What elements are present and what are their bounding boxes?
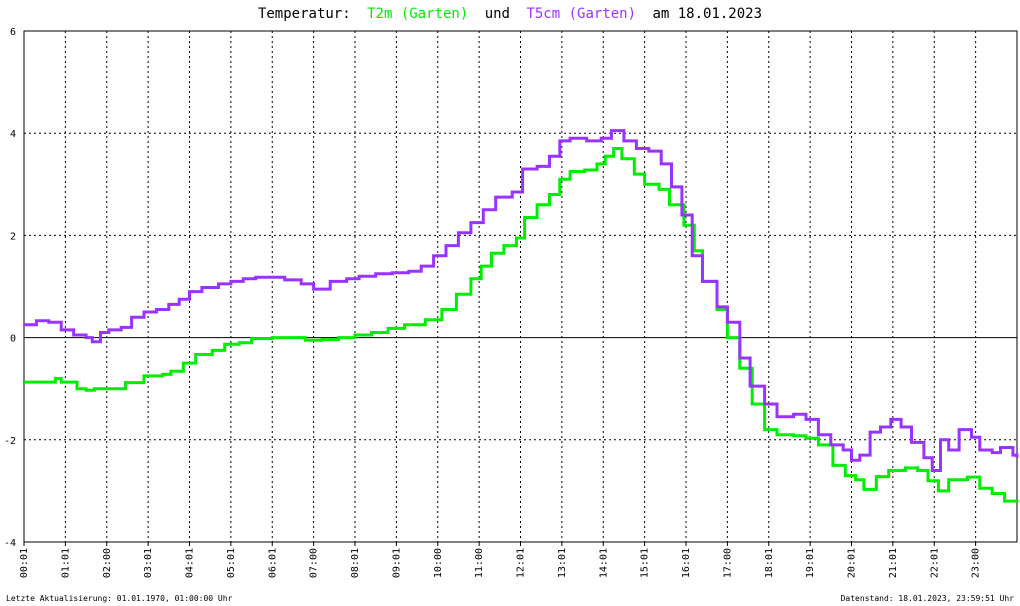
x-tick-label: 05:01 <box>226 548 237 578</box>
x-tick-label: 20:01 <box>847 548 858 578</box>
y-tick-label: -4 <box>4 538 16 549</box>
x-tick-label: 15:01 <box>640 548 651 578</box>
footer-data-status: Datenstand: 18.01.2023, 23:59:51 Uhr <box>841 594 1015 603</box>
x-tick-label: 19:01 <box>805 548 816 578</box>
x-tick-label: 02:00 <box>102 548 113 578</box>
title-prefix: Temperatur: <box>258 6 351 22</box>
y-tick-label: 0 <box>10 334 16 345</box>
plot-frame <box>23 30 1018 543</box>
title-date: am 18.01.2023 <box>652 6 762 22</box>
title-series2-label: T5cm (Garten) <box>526 6 636 22</box>
y-tick-label: 2 <box>10 231 16 242</box>
series-line-t2m <box>24 147 1019 503</box>
x-tick-label: 08:01 <box>350 548 361 578</box>
chart-title: Temperatur: T2m (Garten) und T5cm (Garte… <box>258 6 762 22</box>
x-tick-label: 18:01 <box>764 548 775 578</box>
x-tick-label: 23:00 <box>971 548 982 578</box>
footer-last-update: Letzte Aktualisierung: 01.01.1970, 01:00… <box>6 594 233 603</box>
x-tick-label: 17:00 <box>722 548 733 578</box>
series-line-t5cm <box>24 129 1019 472</box>
x-tick-label: 00:01 <box>19 548 30 578</box>
x-tick-label: 01:01 <box>60 548 71 578</box>
series-lines <box>24 129 1019 503</box>
x-tick-label: 11:00 <box>474 548 485 578</box>
x-tick-label: 21:01 <box>888 548 899 578</box>
x-tick-label: 10:00 <box>433 548 444 578</box>
y-tick-label: 6 <box>10 27 16 38</box>
x-tick-label: 12:01 <box>516 548 527 578</box>
y-tick-label: 4 <box>10 129 16 140</box>
x-tick-label: 04:01 <box>185 548 196 578</box>
y-tick-label: -2 <box>4 436 16 447</box>
x-tick-label: 16:01 <box>681 548 692 578</box>
x-tick-label: 13:01 <box>557 548 568 578</box>
title-series1-label: T2m (Garten) <box>367 6 468 22</box>
x-tick-label: 03:01 <box>143 548 154 578</box>
axes: -4 -2 0 2 4 6 00:01 01:01 02:00 03:01 04:01 05:01 06… <box>4 27 1018 578</box>
x-tick-label: 22:01 <box>929 548 940 578</box>
x-tick-label: 14:01 <box>598 548 609 578</box>
x-tick-label: 09:01 <box>391 548 402 578</box>
title-connector: und <box>485 6 510 22</box>
x-tick-label: 06:01 <box>267 548 278 578</box>
x-tick-label: 07:00 <box>309 548 320 578</box>
